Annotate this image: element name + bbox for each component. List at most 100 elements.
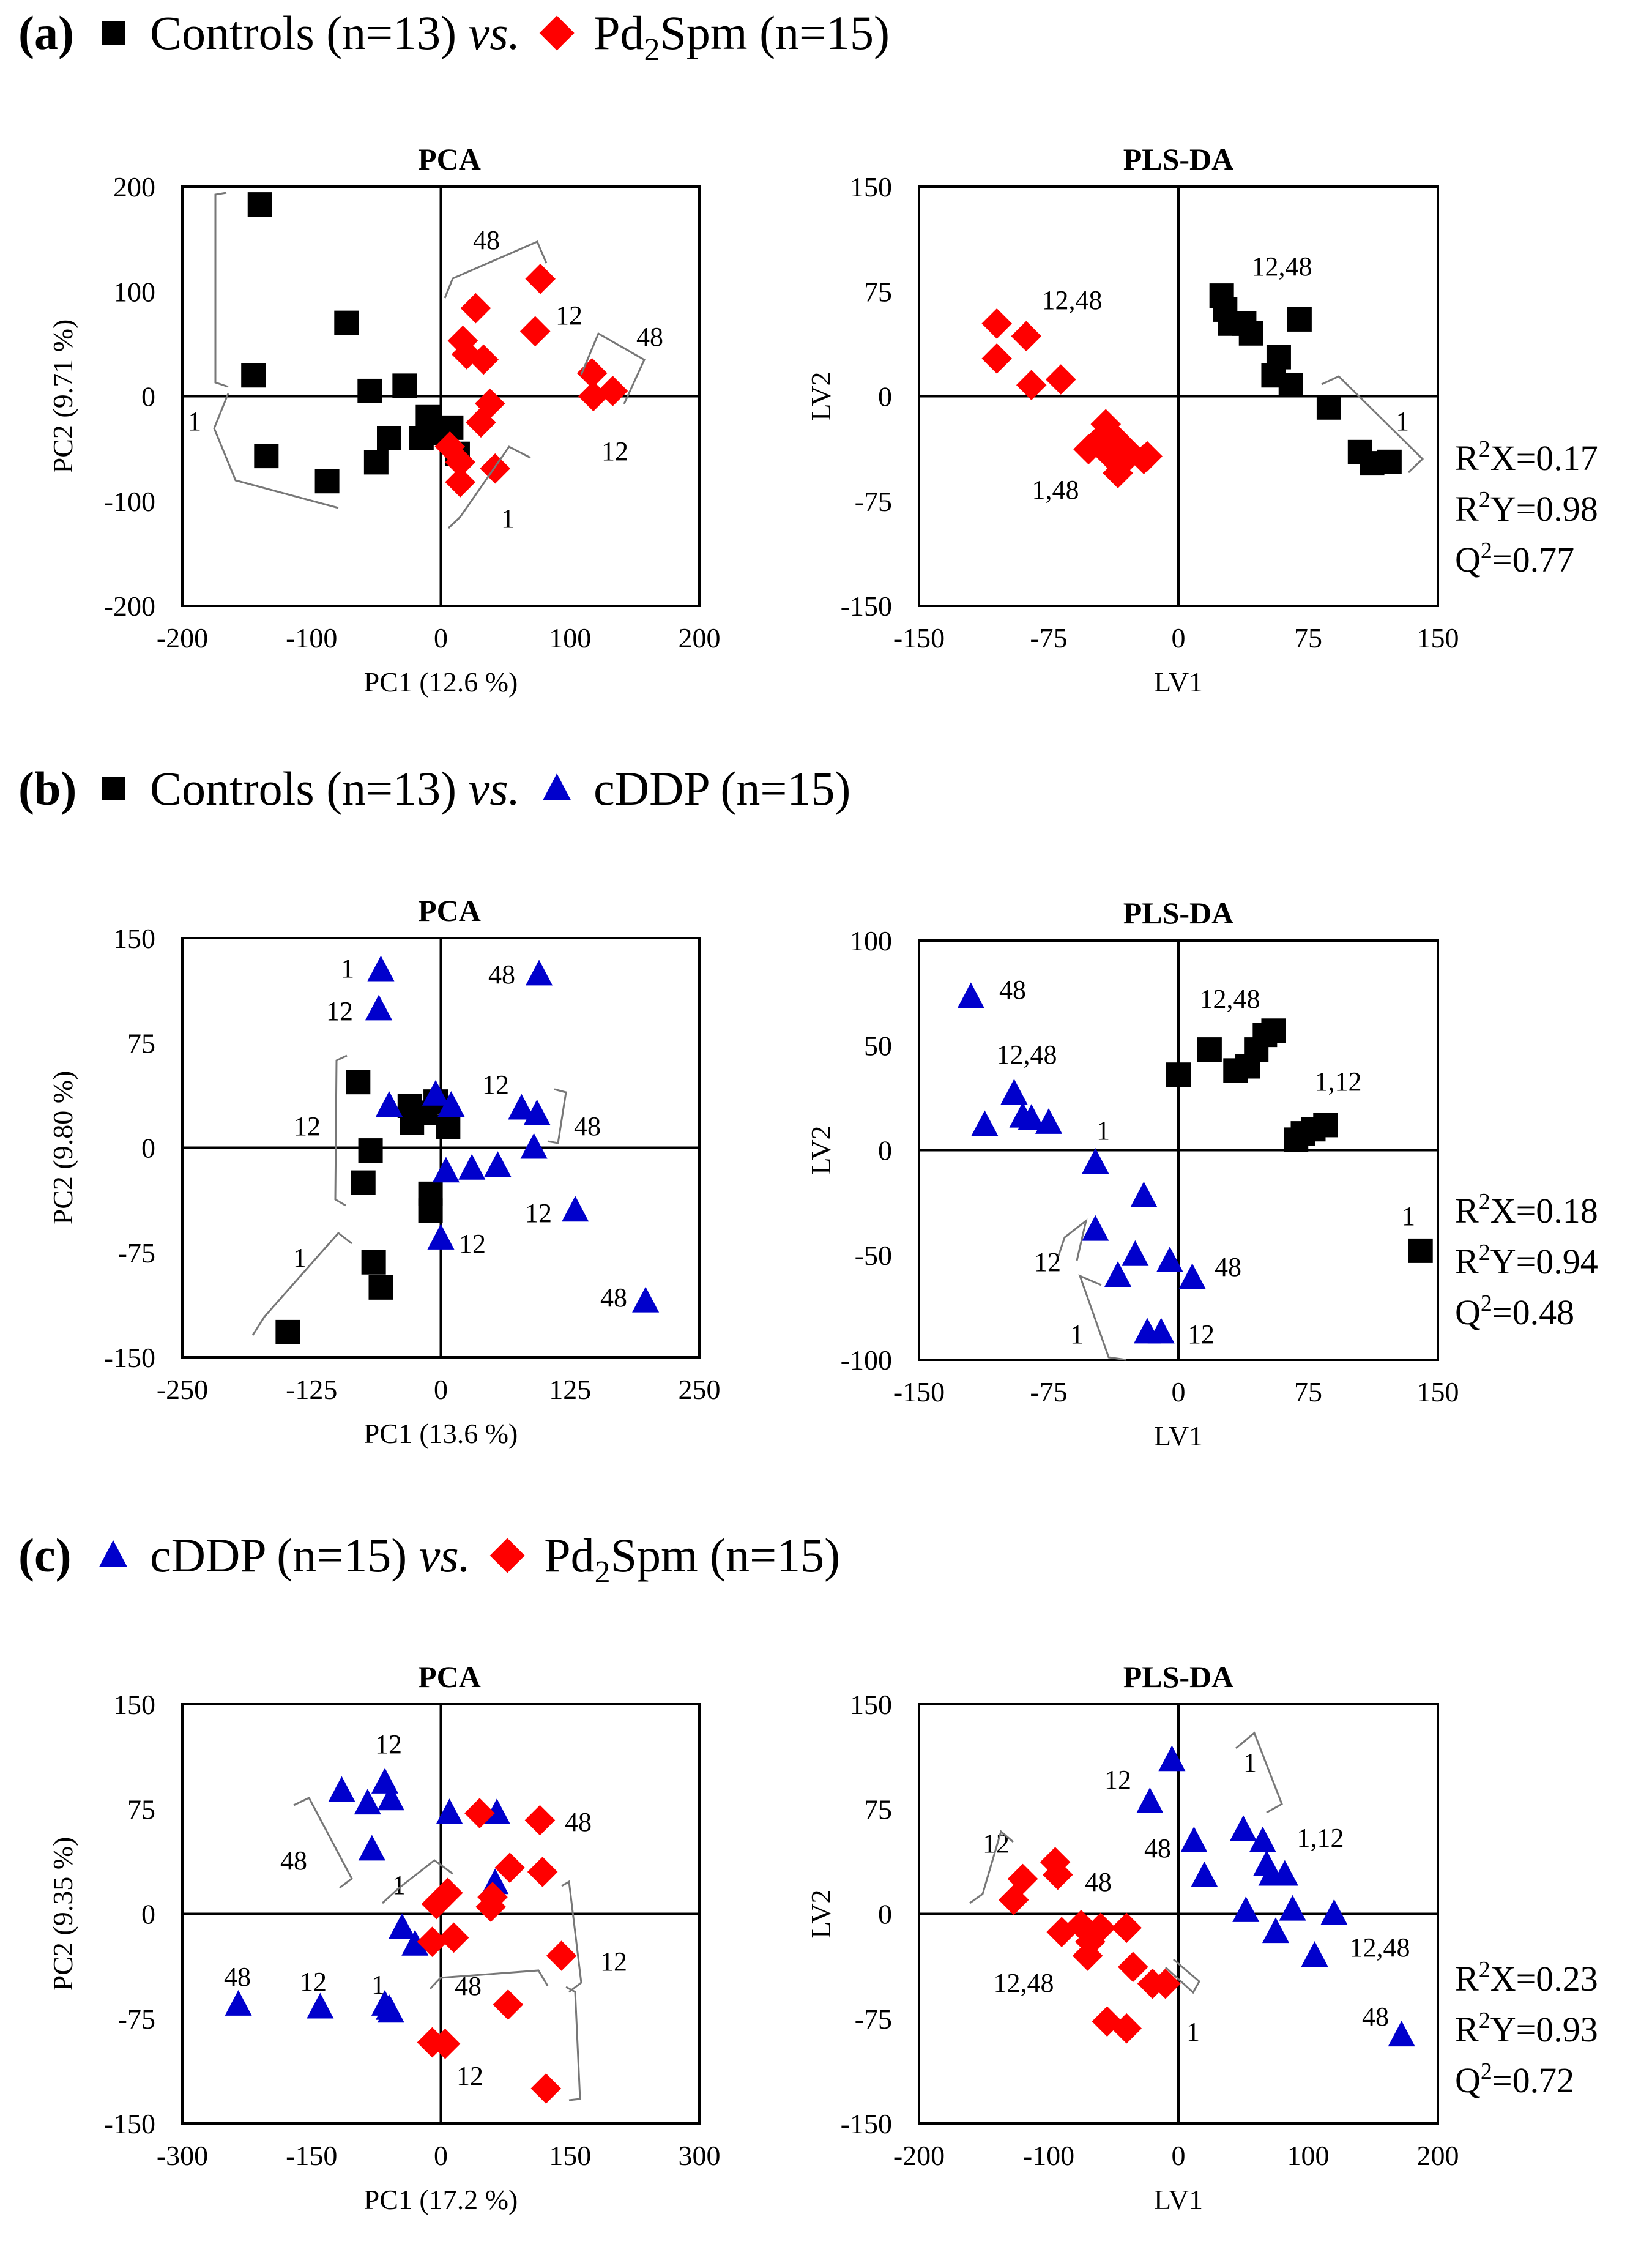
x-tick-label: -200 <box>893 2140 945 2171</box>
plot-title: PCA <box>418 1660 481 1694</box>
x-tick-label: 0 <box>434 2140 448 2171</box>
y-tick-label: -200 <box>104 591 155 622</box>
data-point-triangle <box>1147 1318 1175 1344</box>
time-annotation: 12,48 <box>994 1968 1054 1998</box>
data-point-diamond <box>460 293 491 324</box>
time-annotation: 12 <box>1104 1765 1131 1795</box>
annotation-bracket <box>547 1088 567 1144</box>
x-tick-label: -75 <box>1030 622 1067 654</box>
time-annotation: 48 <box>1144 1833 1171 1863</box>
time-annotation: 12 <box>556 300 582 330</box>
x-tick-label: -300 <box>157 2140 208 2171</box>
data-point-square <box>254 444 279 469</box>
data-point-triangle <box>508 1094 535 1120</box>
time-annotation: 48 <box>999 975 1026 1005</box>
data-point-diamond <box>445 467 475 498</box>
time-annotation: 48 <box>636 322 663 352</box>
data-point-diamond <box>494 1852 525 1883</box>
data-point-triangle <box>1301 1941 1328 1967</box>
annotation-bracket <box>1164 1958 1200 1994</box>
model-stat: R2X=0.17 <box>1455 436 1598 478</box>
data-point-square <box>241 363 266 388</box>
data-point-triangle <box>1104 1261 1132 1287</box>
data-point-square <box>436 1114 461 1139</box>
annotation-bracket <box>561 1880 582 1993</box>
time-annotation: 12 <box>300 1967 327 1997</box>
data-point-diamond <box>1011 321 1042 352</box>
data-point-square <box>1278 373 1303 398</box>
time-annotation: 12,48 <box>1350 1933 1410 1962</box>
data-point-square <box>361 1250 386 1275</box>
series-controls <box>241 192 470 494</box>
x-tick-label: 150 <box>1417 622 1459 654</box>
annotation-brackets <box>213 192 1424 2101</box>
plot-title: PCA <box>418 142 481 176</box>
panel-header-a: (a) Controls (n=13) vs. Pd2Spm (n=15) <box>18 6 890 67</box>
y-tick-label: 0 <box>878 381 892 412</box>
legend-diamond-icon <box>539 15 575 51</box>
time-annotation: 12 <box>459 1229 486 1259</box>
data-point-triangle <box>422 1079 450 1106</box>
panel-headers: (a) Controls (n=13) vs. Pd2Spm (n=15) (b) Co… <box>18 6 890 1590</box>
data-point-diamond <box>1103 458 1133 488</box>
data-point-square <box>418 1198 443 1223</box>
data-point-diamond <box>1111 1912 1142 1944</box>
x-tick-label: -75 <box>1030 1376 1067 1407</box>
legend-square-icon <box>102 777 125 800</box>
annotation-bracket <box>251 1231 352 1336</box>
time-annotation: 48 <box>1215 1252 1241 1282</box>
data-point-square <box>275 1319 300 1344</box>
annotation-bracket <box>580 332 646 404</box>
legend-diamond-icon <box>489 1538 525 1573</box>
data-point-diamond <box>1118 1951 1148 1983</box>
series-controls <box>1209 283 1402 476</box>
data-point-triangle <box>1158 1745 1186 1772</box>
y-tick-label: 150 <box>113 1689 155 1720</box>
y-tick-label: -150 <box>104 2108 155 2139</box>
data-point-triangle <box>1018 1104 1045 1130</box>
x-tick-label: -200 <box>157 622 208 654</box>
data-point-triangle <box>389 1913 416 1939</box>
data-point-diamond <box>480 453 511 484</box>
data-point-diamond <box>417 1926 448 1957</box>
annotation-bracket <box>381 1859 453 1904</box>
data-point-triangle <box>526 960 553 986</box>
x-tick-label: -150 <box>893 1376 945 1407</box>
annotation-bracket <box>293 1797 353 1889</box>
legend-text-1: Pd2Spm (n=15) <box>593 6 890 67</box>
data-point-triangle <box>1130 1181 1158 1207</box>
legend-triangle-icon <box>99 1540 128 1567</box>
time-annotation: 1 <box>1186 2017 1200 2047</box>
annotation-bracket <box>1321 375 1424 474</box>
y-tick-label: -100 <box>841 1344 892 1376</box>
plot-title: PLS-DA <box>1123 1660 1234 1694</box>
data-point-square <box>1166 1062 1191 1087</box>
data-point-diamond <box>519 316 551 347</box>
x-tick-label: 0 <box>1172 622 1186 654</box>
time-annotation: 1 <box>293 1243 307 1273</box>
data-point-triangle <box>1082 1215 1109 1241</box>
data-point-diamond <box>1016 370 1047 401</box>
data-point-triangle <box>458 1154 486 1180</box>
data-point-diamond <box>1097 420 1128 451</box>
data-point-diamond <box>1046 1917 1077 1947</box>
x-axis-label: PC1 (13.6 %) <box>364 1418 518 1449</box>
data-point-triangle <box>1180 1826 1208 1852</box>
panel-header-b: (b) Controls (n=13) vs. cDDP (n=15) <box>18 762 850 815</box>
data-point-diamond <box>1072 1940 1103 1971</box>
data-point-square <box>1408 1238 1433 1263</box>
data-point-triangle <box>1320 1899 1348 1925</box>
data-point-diamond <box>981 343 1012 374</box>
data-point-square <box>314 469 340 494</box>
annotation-bracket <box>969 1830 1014 1904</box>
time-annotation: 12 <box>1188 1319 1215 1349</box>
chart-c-plsda: PLS-DA -200 -100 0 100 200 -150 -75 0 75 150 LV1 LV2… <box>805 1660 1598 2215</box>
data-point-triangle <box>1035 1108 1063 1134</box>
time-annotation: 1 <box>501 504 515 534</box>
data-point-triangle <box>1191 1861 1218 1887</box>
time-annotation: 48 <box>1085 1867 1112 1897</box>
y-tick-label: -75 <box>118 1237 155 1269</box>
series-pd2spm <box>998 1847 1181 2044</box>
y-tick-label: 75 <box>864 276 892 307</box>
